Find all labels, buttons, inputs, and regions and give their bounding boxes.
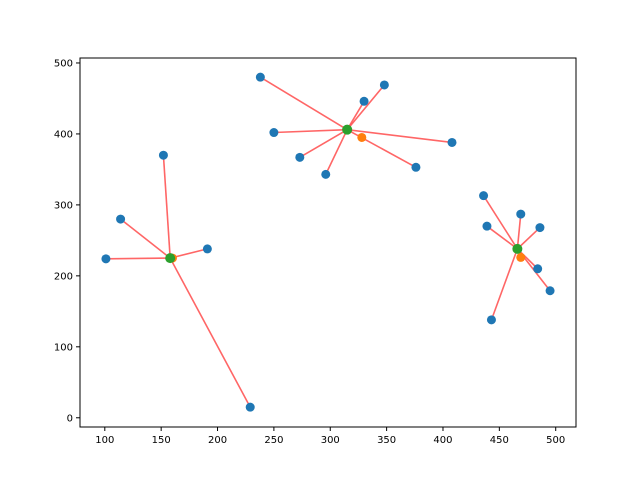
connector-line (347, 128, 453, 144)
connector-line (346, 100, 365, 131)
y-tick-label: 300 (54, 200, 73, 211)
cluster-center-point (342, 124, 353, 135)
x-tick-label: 500 (546, 435, 565, 446)
data-point (411, 162, 421, 172)
data-point (116, 214, 126, 224)
data-point (158, 150, 168, 160)
data-point (482, 221, 492, 231)
data-point (255, 72, 265, 82)
data-point (533, 264, 543, 274)
connector-line (299, 128, 348, 159)
data-point (516, 209, 526, 219)
connector-line (346, 128, 417, 168)
cluster-center-point (165, 253, 176, 264)
alt-centers (167, 132, 526, 263)
connector-line (120, 218, 171, 259)
connector-line (516, 227, 541, 250)
connector-line (162, 155, 171, 259)
data-point (379, 80, 389, 90)
data-point (295, 152, 305, 162)
connector-line (259, 76, 348, 131)
data-points (101, 72, 555, 412)
y-tick-label: 100 (54, 342, 73, 353)
data-point (269, 128, 279, 138)
x-tick-label: 300 (321, 435, 340, 446)
data-point (245, 402, 255, 412)
data-point (101, 254, 111, 264)
y-tick-label: 0 (67, 413, 73, 424)
data-point (447, 137, 457, 147)
x-axis-ticks: 100 150 200 250 300 350 400 450 500 (95, 427, 565, 446)
x-tick-label: 200 (208, 435, 227, 446)
y-axis-ticks: 0 100 200 300 400 500 (54, 58, 80, 424)
data-point (479, 191, 489, 201)
y-tick-label: 400 (54, 129, 73, 140)
alt-center-point (516, 252, 526, 262)
data-point (535, 223, 545, 233)
x-tick-label: 450 (490, 435, 509, 446)
connector-line (490, 248, 519, 321)
connector-line (169, 257, 251, 408)
data-point (359, 96, 369, 106)
connector-line (273, 128, 348, 134)
cluster-centers (165, 124, 523, 264)
x-tick-label: 400 (433, 435, 452, 446)
x-tick-label: 250 (264, 435, 283, 446)
alt-center-point (357, 132, 367, 142)
x-tick-label: 150 (152, 435, 171, 446)
data-point (202, 244, 212, 254)
connector-line (486, 225, 518, 250)
connector-line (482, 195, 519, 250)
x-tick-label: 350 (377, 435, 396, 446)
y-tick-label: 500 (54, 58, 73, 69)
y-tick-label: 200 (54, 271, 73, 282)
connector-line (325, 129, 348, 175)
data-point (486, 315, 496, 325)
data-point (321, 169, 331, 179)
connector-line (516, 214, 522, 249)
data-point (545, 286, 555, 296)
connector-line (105, 257, 171, 260)
connector-lines (105, 76, 551, 408)
x-tick-label: 100 (95, 435, 114, 446)
connector-line (346, 84, 385, 131)
cluster-center-point (512, 243, 523, 254)
plot-frame (79, 57, 577, 428)
